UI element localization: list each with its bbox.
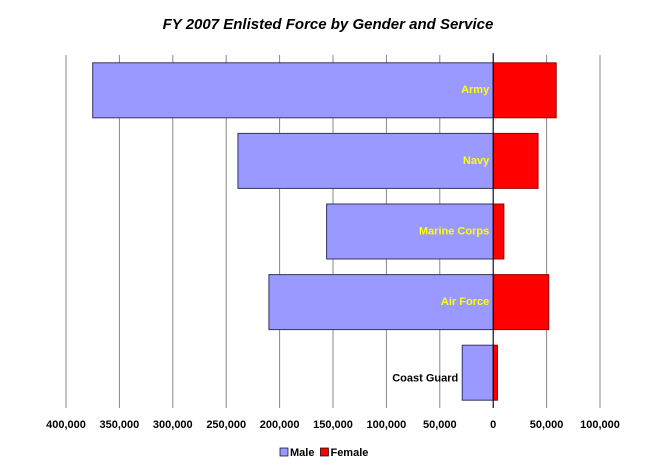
x-tick-label: 150,000 [313,419,353,431]
bar [492,62,557,119]
x-tick-label: 200,000 [260,419,300,431]
bar [492,203,505,260]
bar [268,274,494,331]
category-label: Air Force [441,296,489,308]
category-label: Army [461,84,490,96]
legend-swatch [320,447,329,457]
x-tick-label: 100,000 [367,419,407,431]
legend-swatch [279,447,289,457]
x-tick-label: 50,000 [423,419,457,431]
bar [492,344,498,401]
x-tick-label: 300,000 [153,419,193,431]
category-label: Navy [463,155,490,167]
bar [461,344,494,401]
category-label: Coast Guard [392,373,458,385]
bar [92,62,494,119]
x-tick-label: 50,000 [530,419,564,431]
bar [492,274,550,331]
legend-label: Male [290,447,314,459]
bar [237,132,494,189]
x-tick-label: 0 [490,419,496,431]
chart-title: FY 2007 Enlisted Force by Gender and Ser… [163,16,494,33]
legend-label: Female [330,447,368,459]
x-tick-label: 250,000 [206,419,246,431]
x-tick-label: 100,000 [580,419,620,431]
x-tick-label: 350,000 [100,419,140,431]
category-label: Marine Corps [419,225,489,237]
x-tick-label: 400,000 [46,419,86,431]
bar [492,132,539,189]
bar [326,203,494,260]
